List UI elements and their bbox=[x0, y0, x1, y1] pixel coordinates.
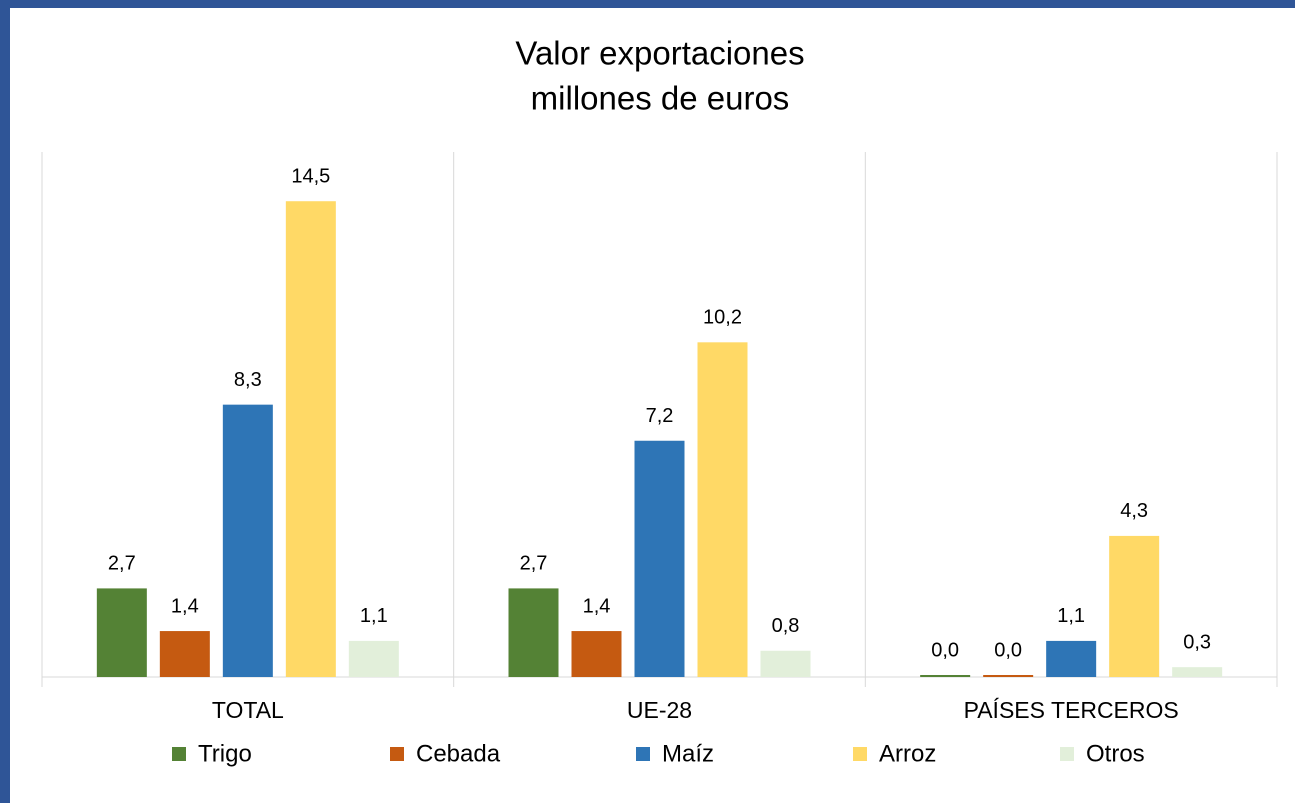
frame-top bbox=[0, 0, 1295, 8]
value-label: 1,4 bbox=[171, 595, 199, 617]
bar bbox=[285, 201, 336, 677]
bar bbox=[96, 588, 147, 677]
x-tick-label: UE-28 bbox=[627, 697, 692, 723]
bar bbox=[1172, 667, 1223, 677]
bar bbox=[508, 588, 559, 677]
value-label: 4,3 bbox=[1120, 500, 1148, 522]
legend-label: Cebada bbox=[416, 740, 501, 767]
value-label: 14,5 bbox=[291, 166, 330, 188]
legend-label: Trigo bbox=[198, 740, 252, 767]
legend-label: Maíz bbox=[662, 740, 714, 767]
bar bbox=[634, 440, 685, 677]
x-tick-label: PAÍSES TERCEROS bbox=[964, 697, 1179, 723]
value-label: 2,7 bbox=[520, 553, 548, 575]
chart-subtitle: millones de euros bbox=[531, 80, 790, 117]
bar bbox=[697, 342, 748, 677]
legend-label: Otros bbox=[1086, 740, 1145, 767]
value-label: 0,0 bbox=[994, 639, 1022, 661]
value-label: 0,8 bbox=[772, 615, 800, 637]
value-label: 7,2 bbox=[646, 405, 674, 427]
value-label: 8,3 bbox=[234, 369, 262, 391]
bar bbox=[159, 631, 210, 677]
bar bbox=[348, 640, 399, 677]
value-label: 0,0 bbox=[931, 639, 959, 661]
bar bbox=[1046, 640, 1097, 677]
legend-swatch bbox=[1060, 747, 1074, 761]
legend-swatch bbox=[853, 747, 867, 761]
value-label: 1,1 bbox=[360, 605, 388, 627]
legend-swatch bbox=[390, 747, 404, 761]
bar bbox=[222, 404, 273, 677]
value-label: 1,1 bbox=[1057, 605, 1085, 627]
value-label: 10,2 bbox=[703, 307, 742, 329]
chart-title: Valor exportaciones bbox=[515, 35, 804, 72]
legend-label: Arroz bbox=[879, 740, 936, 767]
value-label: 2,7 bbox=[108, 553, 136, 575]
bar bbox=[760, 650, 811, 677]
legend-swatch bbox=[636, 747, 650, 761]
bar bbox=[920, 675, 971, 677]
x-tick-label: TOTAL bbox=[212, 697, 284, 723]
value-label: 0,3 bbox=[1183, 631, 1211, 653]
bar bbox=[571, 631, 622, 677]
bar bbox=[1109, 535, 1160, 677]
legend-swatch bbox=[172, 747, 186, 761]
value-label: 1,4 bbox=[583, 595, 611, 617]
bar bbox=[983, 675, 1034, 677]
frame-left bbox=[0, 0, 10, 803]
